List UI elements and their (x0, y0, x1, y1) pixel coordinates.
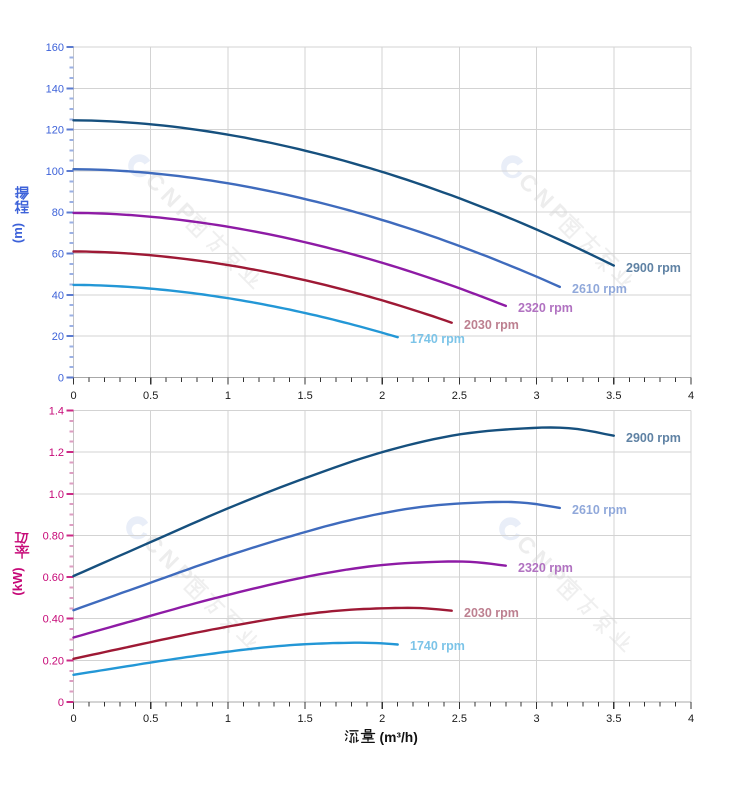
svg-text:(m): (m) (10, 223, 25, 243)
svg-text:2030 rpm: 2030 rpm (464, 606, 519, 620)
svg-text:1.4: 1.4 (49, 406, 64, 418)
svg-text:1: 1 (225, 713, 231, 725)
svg-text:1740 rpm: 1740 rpm (410, 639, 465, 653)
svg-text:4: 4 (688, 713, 694, 725)
svg-text:0: 0 (70, 390, 76, 402)
svg-text:160: 160 (46, 42, 64, 54)
svg-text:0.40: 0.40 (43, 614, 64, 626)
svg-text:3.5: 3.5 (606, 390, 621, 402)
svg-text:0: 0 (70, 713, 76, 725)
svg-text:2610 rpm: 2610 rpm (572, 282, 627, 296)
svg-text:3: 3 (534, 713, 540, 725)
svg-text:2900 rpm: 2900 rpm (626, 261, 681, 275)
svg-text:120: 120 (46, 125, 64, 137)
svg-text:(m³/h): (m³/h) (380, 730, 418, 745)
svg-text:2: 2 (379, 390, 385, 402)
svg-text:1.0: 1.0 (49, 489, 64, 501)
svg-text:0.5: 0.5 (143, 390, 158, 402)
svg-text:140: 140 (46, 83, 64, 95)
svg-text:1.5: 1.5 (297, 713, 312, 725)
svg-text:1.2: 1.2 (49, 447, 64, 459)
svg-text:2: 2 (379, 713, 385, 725)
svg-text:80: 80 (52, 207, 64, 219)
svg-text:60: 60 (52, 249, 64, 261)
svg-text:1: 1 (225, 390, 231, 402)
svg-text:40: 40 (52, 290, 64, 302)
svg-text:0: 0 (58, 697, 64, 709)
svg-text:0: 0 (58, 373, 64, 385)
svg-text:20: 20 (52, 331, 64, 343)
svg-text:2030 rpm: 2030 rpm (464, 318, 519, 332)
svg-text:4: 4 (688, 390, 694, 402)
svg-text:100: 100 (46, 166, 64, 178)
svg-text:2320 rpm: 2320 rpm (518, 561, 573, 575)
svg-text:2610 rpm: 2610 rpm (572, 503, 627, 517)
svg-text:1.5: 1.5 (297, 390, 312, 402)
svg-text:2320 rpm: 2320 rpm (518, 301, 573, 315)
svg-text:3.5: 3.5 (606, 713, 621, 725)
svg-text:1740 rpm: 1740 rpm (410, 332, 465, 346)
svg-text:3: 3 (534, 390, 540, 402)
svg-text:0.80: 0.80 (43, 530, 64, 542)
svg-text:0.20: 0.20 (43, 655, 64, 667)
svg-text:2900 rpm: 2900 rpm (626, 431, 681, 445)
svg-text:0.5: 0.5 (143, 713, 158, 725)
svg-text:(kW): (kW) (10, 567, 25, 595)
svg-text:2.5: 2.5 (452, 713, 467, 725)
svg-text:2.5: 2.5 (452, 390, 467, 402)
svg-text:0.60: 0.60 (43, 572, 64, 584)
